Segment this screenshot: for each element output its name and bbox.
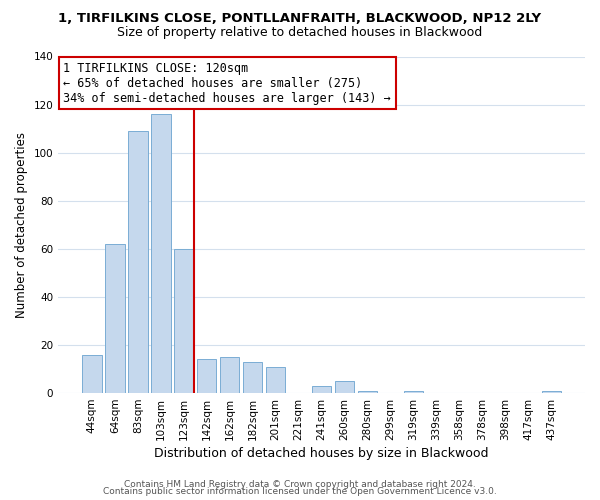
- Text: 1 TIRFILKINS CLOSE: 120sqm
← 65% of detached houses are smaller (275)
34% of sem: 1 TIRFILKINS CLOSE: 120sqm ← 65% of deta…: [64, 62, 391, 104]
- Bar: [82, 354, 101, 393]
- Text: Contains HM Land Registry data © Crown copyright and database right 2024.: Contains HM Land Registry data © Crown c…: [124, 480, 476, 489]
- Bar: [312, 386, 331, 393]
- Bar: [220, 357, 239, 393]
- X-axis label: Distribution of detached houses by size in Blackwood: Distribution of detached houses by size …: [154, 447, 489, 460]
- Bar: [243, 362, 262, 393]
- Text: 1, TIRFILKINS CLOSE, PONTLLANFRAITH, BLACKWOOD, NP12 2LY: 1, TIRFILKINS CLOSE, PONTLLANFRAITH, BLA…: [58, 12, 542, 26]
- Bar: [358, 390, 377, 393]
- Bar: [174, 249, 194, 393]
- Bar: [404, 390, 423, 393]
- Bar: [128, 131, 148, 393]
- Bar: [151, 114, 170, 393]
- Text: Contains public sector information licensed under the Open Government Licence v3: Contains public sector information licen…: [103, 488, 497, 496]
- Bar: [197, 360, 217, 393]
- Bar: [335, 381, 355, 393]
- Bar: [266, 366, 286, 393]
- Bar: [105, 244, 125, 393]
- Y-axis label: Number of detached properties: Number of detached properties: [15, 132, 28, 318]
- Bar: [542, 390, 561, 393]
- Text: Size of property relative to detached houses in Blackwood: Size of property relative to detached ho…: [118, 26, 482, 39]
